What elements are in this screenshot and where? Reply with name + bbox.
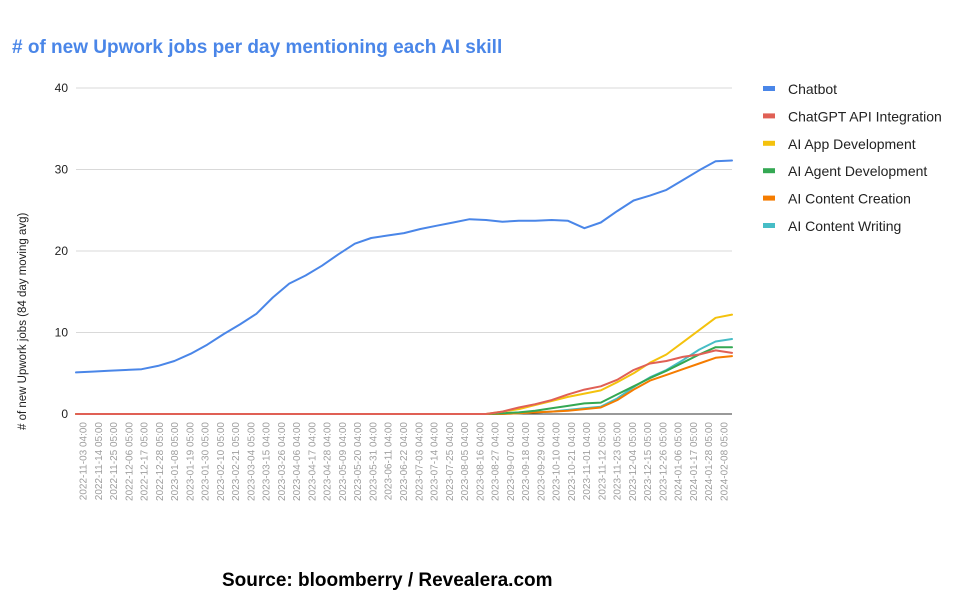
x-tick-label: 2023-01-19 05:00 [185, 422, 196, 501]
x-tick-label: 2023-06-11 04:00 [384, 422, 395, 501]
legend-label: Chatbot [788, 81, 837, 97]
y-tick-label: 30 [55, 163, 69, 177]
y-axis-ticks: 0 10 20 30 40 [55, 81, 69, 421]
series-line-chatgpt-api-integration [75, 349, 733, 415]
x-tick-label: 2023-03-15 04:00 [262, 422, 273, 501]
x-tick-label: 2023-10-10 04:00 [552, 422, 563, 501]
x-axis-ticks: 2022-11-03 04:00 2022-11-14 05:00 2022-11-… [79, 422, 731, 501]
x-tick-label: 2022-12-06 05:00 [124, 422, 135, 501]
x-tick-label: 2023-11-01 04:00 [582, 422, 593, 501]
x-tick-label: 2023-04-17 04:00 [308, 422, 319, 501]
x-tick-label: 2022-11-14 05:00 [94, 422, 105, 501]
x-tick-label: 2023-08-27 04:00 [491, 422, 502, 501]
x-tick-label: 2023-11-23 05:00 [613, 422, 624, 501]
x-tick-label: 2023-10-21 04:00 [567, 422, 578, 501]
x-tick-label: 2023-04-06 04:00 [292, 422, 303, 501]
series-line-ai-agent-development [75, 346, 733, 415]
x-tick-label: 2023-01-08 05:00 [170, 422, 181, 501]
x-tick-label: 2023-06-22 04:00 [399, 422, 410, 501]
x-tick-label: 2023-08-05 04:00 [460, 422, 471, 501]
x-tick-label: 2023-07-14 04:00 [430, 422, 441, 501]
legend-label: ChatGPT API Integration [788, 108, 942, 124]
y-tick-label: 20 [55, 244, 69, 258]
legend-label: AI Content Creation [788, 191, 911, 207]
x-tick-label: 2023-05-31 04:00 [369, 422, 380, 501]
x-tick-label: 2022-12-28 05:00 [155, 422, 166, 501]
x-tick-label: 2023-05-20 04:00 [353, 422, 364, 501]
x-tick-label: 2024-01-06 05:00 [674, 422, 685, 501]
series-line-ai-app-development [75, 313, 733, 415]
legend-swatch [763, 140, 775, 146]
legend: Chatbot ChatGPT API Integration AI App Dev… [763, 81, 942, 234]
y-tick-label: 10 [55, 326, 69, 340]
legend-swatch [763, 223, 775, 228]
gridlines [76, 87, 732, 415]
series-lines [75, 159, 733, 415]
x-tick-label: 2023-03-26 04:00 [277, 422, 288, 501]
x-tick-label: 2022-11-25 05:00 [109, 422, 120, 501]
x-tick-label: 2023-09-07 04:00 [506, 422, 517, 501]
x-tick-label: 2023-05-09 04:00 [338, 422, 349, 501]
x-tick-label: 2022-11-03 04:00 [79, 422, 90, 501]
x-tick-label: 2024-01-17 05:00 [689, 422, 700, 501]
chart-title: # of new Upwork jobs per day mentioning … [12, 37, 502, 58]
legend-swatch [763, 86, 775, 91]
legend-label: AI Agent Development [788, 163, 927, 179]
x-tick-label: 2023-11-12 05:00 [597, 422, 608, 501]
x-tick-label: 2023-12-04 05:00 [628, 422, 639, 501]
x-tick-label: 2023-03-04 05:00 [246, 422, 257, 501]
series-line-ai-content-creation [75, 355, 733, 415]
x-tick-label: 2023-12-15 05:00 [643, 422, 654, 501]
y-tick-label: 40 [55, 81, 69, 95]
legend-swatch [763, 168, 775, 174]
x-tick-label: 2023-02-21 05:00 [231, 422, 242, 501]
x-tick-label: 2023-07-03 04:00 [414, 422, 425, 501]
source-caption: Source: bloomberry / Revealera.com [222, 570, 553, 591]
x-tick-label: 2023-02-10 05:00 [216, 422, 227, 501]
legend-swatch [763, 113, 775, 119]
legend-label: AI Content Writing [788, 218, 901, 234]
x-tick-label: 2023-04-28 04:00 [323, 422, 334, 501]
x-tick-label: 2023-01-30 05:00 [201, 422, 212, 501]
x-tick-label: 2022-12-17 05:00 [140, 422, 151, 501]
x-tick-label: 2023-12-26 05:00 [658, 422, 669, 501]
x-tick-label: 2024-02-08 05:00 [719, 422, 730, 501]
y-tick-label: 0 [61, 407, 68, 421]
series-line-chatbot [75, 159, 733, 374]
y-axis-label: # of new Upwork jobs (84 day moving avg) [17, 213, 29, 430]
x-tick-label: 2024-01-28 05:00 [704, 422, 715, 501]
x-tick-label: 2023-08-16 04:00 [475, 422, 486, 501]
legend-swatch [763, 195, 775, 201]
legend-label: AI App Development [788, 136, 916, 152]
x-tick-label: 2023-07-25 04:00 [445, 422, 456, 501]
x-tick-label: 2023-09-18 04:00 [521, 422, 532, 501]
x-tick-label: 2023-09-29 04:00 [536, 422, 547, 501]
series-line-ai-content-writing [75, 338, 733, 415]
